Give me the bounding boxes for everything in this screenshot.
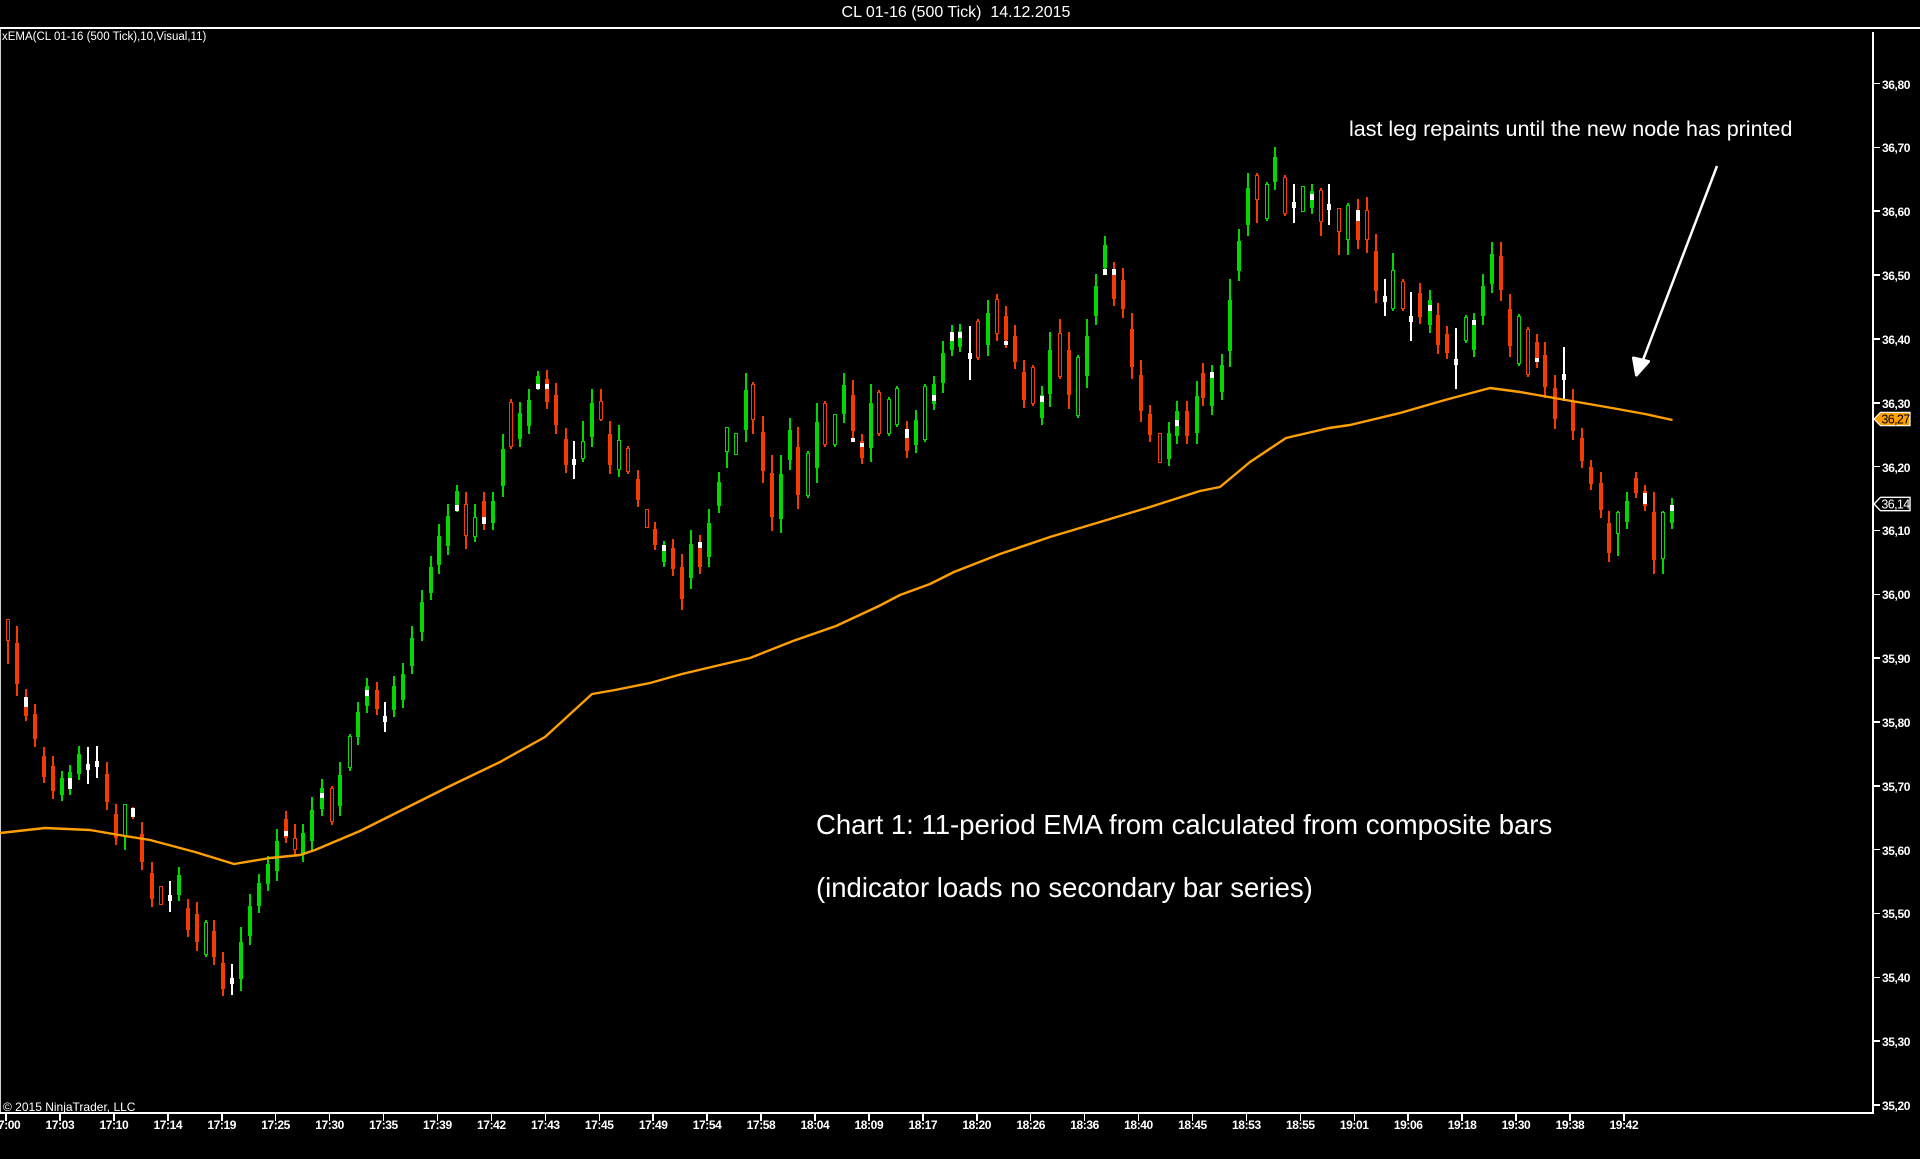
svg-text:36,27: 36,27 — [1881, 413, 1910, 427]
svg-text:36,14: 36,14 — [1881, 498, 1910, 512]
